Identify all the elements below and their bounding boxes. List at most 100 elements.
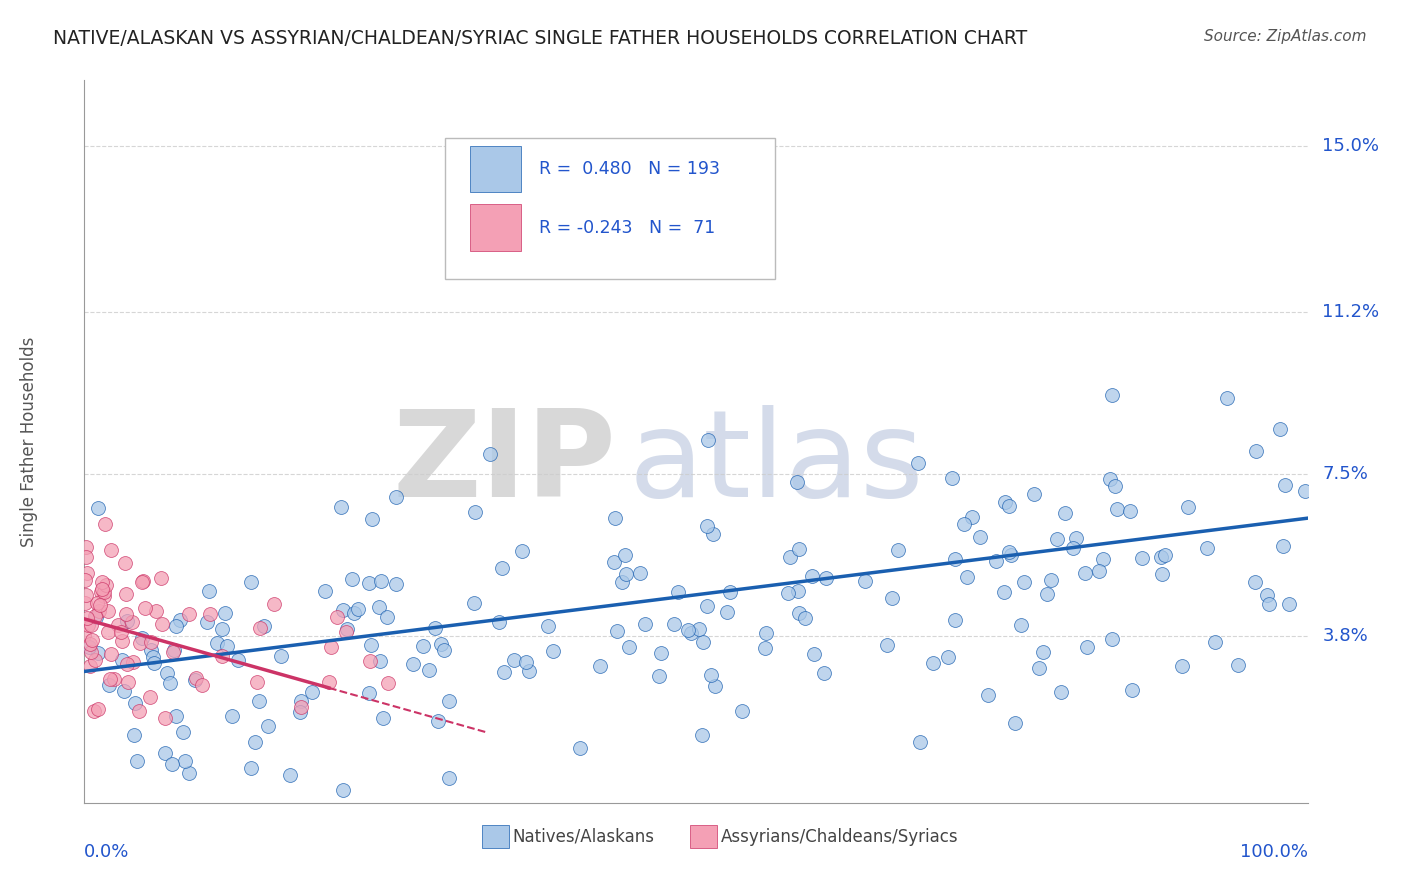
Point — [1012, 575, 1035, 590]
Point — [603, 555, 626, 569]
Point — [131, 574, 153, 589]
Point — [103, 672, 125, 686]
Point — [86, 609, 108, 624]
FancyBboxPatch shape — [470, 145, 522, 193]
Point — [115, 657, 138, 671]
Point — [211, 648, 233, 663]
Point — [1270, 422, 1292, 436]
Point — [418, 663, 440, 677]
Point — [153, 746, 176, 760]
Point — [488, 615, 510, 630]
Point — [1216, 391, 1239, 405]
Point — [377, 676, 399, 690]
Point — [512, 544, 534, 558]
Point — [519, 664, 541, 678]
Point — [998, 545, 1021, 559]
Point — [122, 656, 145, 670]
Point — [240, 575, 263, 590]
Text: R =  0.480   N = 193: R = 0.480 N = 193 — [540, 160, 720, 178]
Point — [953, 517, 976, 532]
Point — [984, 554, 1007, 568]
Point — [131, 632, 153, 646]
Point — [1118, 504, 1140, 518]
Point — [1257, 597, 1279, 611]
Point — [139, 690, 162, 704]
Point — [1049, 684, 1071, 698]
Text: 15.0%: 15.0% — [1322, 137, 1379, 155]
Text: 11.2%: 11.2% — [1322, 303, 1379, 321]
Point — [853, 574, 876, 589]
Point — [679, 625, 702, 640]
Point — [800, 569, 823, 583]
Point — [787, 584, 810, 599]
Point — [319, 640, 342, 654]
Point — [301, 684, 323, 698]
Point — [240, 761, 263, 775]
Point — [195, 615, 218, 629]
Point — [179, 766, 201, 780]
Point — [941, 471, 963, 485]
Point — [184, 671, 207, 685]
Text: 7.5%: 7.5% — [1322, 466, 1368, 483]
Point — [1177, 500, 1199, 515]
Point — [100, 647, 122, 661]
Point — [159, 676, 181, 690]
Point — [124, 696, 146, 710]
Point — [478, 447, 501, 461]
Point — [79, 637, 101, 651]
Point — [155, 711, 177, 725]
Point — [1101, 388, 1123, 402]
Point — [367, 599, 389, 614]
Point — [1074, 566, 1097, 581]
Point — [464, 505, 486, 519]
Point — [1274, 477, 1296, 491]
Point — [503, 653, 526, 667]
Text: 100.0%: 100.0% — [1240, 843, 1308, 861]
Point — [288, 705, 311, 719]
Point — [634, 617, 657, 632]
Point — [439, 694, 461, 708]
Point — [86, 500, 108, 515]
Point — [128, 704, 150, 718]
Point — [205, 636, 228, 650]
Point — [359, 653, 381, 667]
Point — [76, 566, 98, 580]
Point — [692, 634, 714, 648]
Point — [107, 618, 129, 632]
Point — [100, 543, 122, 558]
Point — [537, 619, 560, 633]
Point — [423, 621, 446, 635]
Point — [290, 700, 312, 714]
Point — [1039, 573, 1062, 587]
Point — [384, 577, 406, 591]
Point — [1028, 661, 1050, 675]
Point — [813, 666, 835, 681]
Point — [1064, 531, 1087, 545]
Point — [84, 653, 107, 667]
Point — [976, 688, 998, 702]
Point — [150, 616, 173, 631]
Point — [114, 556, 136, 570]
Point — [1244, 574, 1267, 589]
Point — [956, 570, 979, 584]
Point — [97, 624, 120, 639]
Point — [94, 516, 117, 531]
Point — [82, 633, 104, 648]
Point — [370, 574, 392, 588]
Point — [794, 610, 817, 624]
Point — [83, 704, 105, 718]
Point — [290, 694, 312, 708]
Point — [697, 433, 720, 447]
Point — [172, 725, 194, 739]
Point — [121, 615, 143, 629]
Point — [880, 591, 903, 605]
Point — [177, 607, 200, 621]
Point — [246, 674, 269, 689]
Point — [969, 530, 991, 544]
Point — [1204, 635, 1226, 649]
Point — [778, 586, 800, 600]
Point — [1271, 539, 1294, 553]
Point — [786, 475, 808, 489]
Point — [183, 673, 205, 687]
Point — [361, 512, 384, 526]
